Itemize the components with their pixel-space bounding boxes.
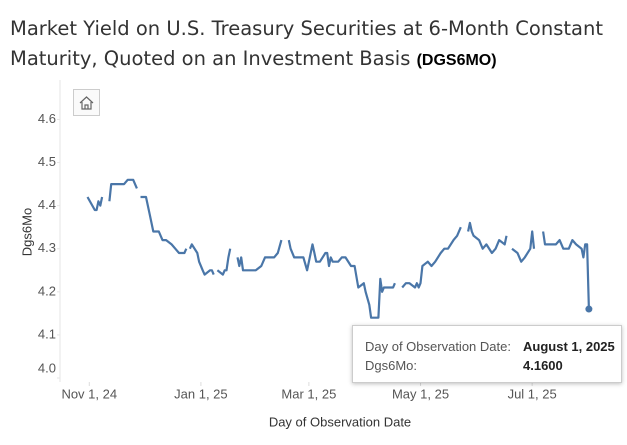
y-axis-label: Dgs6Mo [19, 208, 34, 256]
line [86, 178, 590, 319]
x-tick-label: May 1, 25 [392, 386, 449, 401]
y-tick-label: 4.5 [38, 154, 56, 169]
y-tick-label: 4.1 [38, 326, 56, 341]
x-tick-label: Jan 1, 25 [174, 386, 228, 401]
title-text: Market Yield on U.S. Treasury Securities… [10, 17, 603, 70]
x-axis-label: Day of Observation Date [269, 414, 411, 429]
tooltip-value: 4.1600 [523, 358, 563, 373]
home-button[interactable] [73, 89, 100, 116]
tooltip-label: Day of Observation Date: [365, 339, 511, 354]
x-tick-label: Jul 1, 25 [508, 386, 557, 401]
tooltip-label: Dgs6Mo: [365, 358, 418, 373]
title: Market Yield on U.S. Treasury Securities… [10, 14, 620, 76]
home-icon [79, 96, 94, 110]
y-tick-label: 4.6 [38, 111, 56, 126]
x-tick-label: Mar 1, 25 [281, 386, 336, 401]
y-tick-label: 4.2 [38, 283, 56, 298]
x-tick-label: Nov 1, 24 [61, 386, 117, 401]
y-tick-label: 4.4 [38, 197, 56, 212]
tooltip: Day of Observation Date: August 1, 2025 … [352, 325, 622, 383]
title-code: (DGS6MO) [416, 52, 497, 69]
y-tick-label: 4.0 [38, 360, 56, 375]
tooltip-value: August 1, 2025 [523, 339, 615, 354]
y-tick-label: 4.3 [38, 240, 56, 255]
highlight-point [585, 305, 593, 313]
